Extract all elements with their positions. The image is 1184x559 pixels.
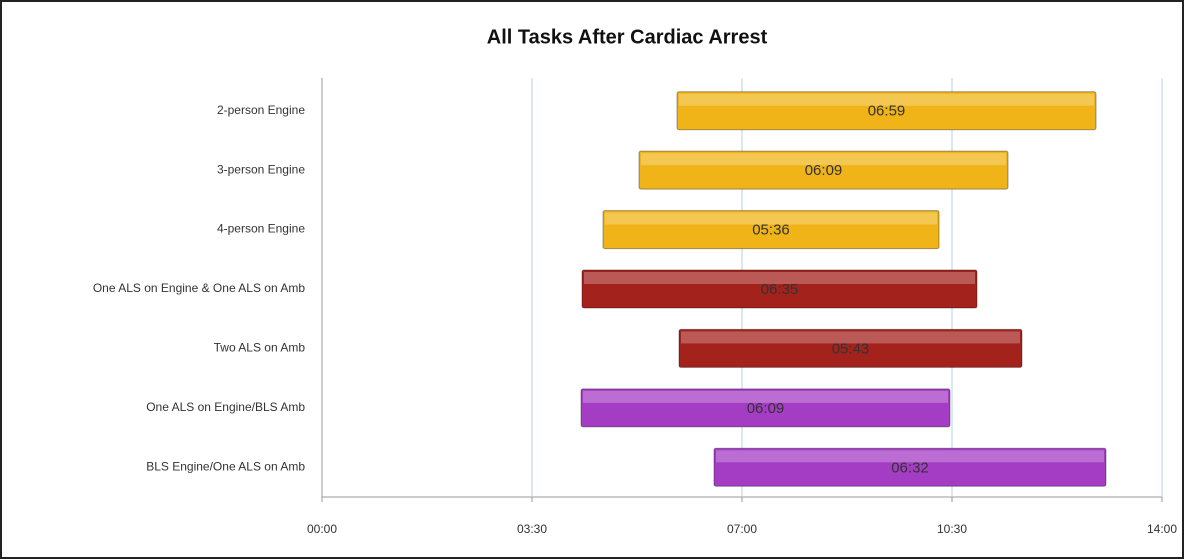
- bar-highlight: [641, 153, 1006, 166]
- bar: [676, 91, 1097, 131]
- bar: [713, 447, 1107, 487]
- bar-label: 06:32: [891, 459, 929, 476]
- y-tick-label: BLS Engine/One ALS on Amb: [146, 459, 305, 473]
- x-tick-label: 03:30: [517, 522, 547, 536]
- chart-title: All Tasks After Cardiac Arrest: [487, 26, 768, 48]
- y-tick-label: One ALS on Engine/BLS Amb: [146, 400, 305, 414]
- bar-highlight: [605, 212, 937, 225]
- x-tick-label: 14:00: [1147, 522, 1177, 536]
- bar-label: 06:35: [761, 281, 799, 298]
- bar-label: 06:09: [747, 400, 785, 417]
- bar-highlight: [583, 390, 948, 403]
- x-tick-label: 07:00: [727, 522, 757, 536]
- bar: [580, 388, 951, 428]
- y-tick-label: 2-person Engine: [217, 103, 305, 117]
- bar-highlight: [716, 450, 1104, 463]
- bar: [602, 210, 940, 250]
- bar-label: 06:59: [868, 103, 906, 120]
- y-tick-label: 4-person Engine: [217, 222, 305, 236]
- bar-highlight: [679, 93, 1094, 106]
- bar-highlight: [584, 272, 975, 284]
- x-tick-label: 10:30: [937, 522, 967, 536]
- bar-label: 05:43: [832, 340, 870, 357]
- y-tick-label: 3-person Engine: [217, 162, 305, 176]
- bar: [638, 150, 1009, 190]
- bar-highlight: [681, 331, 1020, 344]
- x-tick-label: 00:00: [307, 522, 337, 536]
- bar-label: 05:36: [752, 222, 790, 239]
- y-tick-label: Two ALS on Amb: [214, 341, 306, 355]
- bar-label: 06:09: [805, 162, 843, 179]
- bar: [678, 328, 1023, 368]
- bar: [581, 269, 978, 309]
- y-tick-label: One ALS on Engine & One ALS on Amb: [93, 281, 305, 295]
